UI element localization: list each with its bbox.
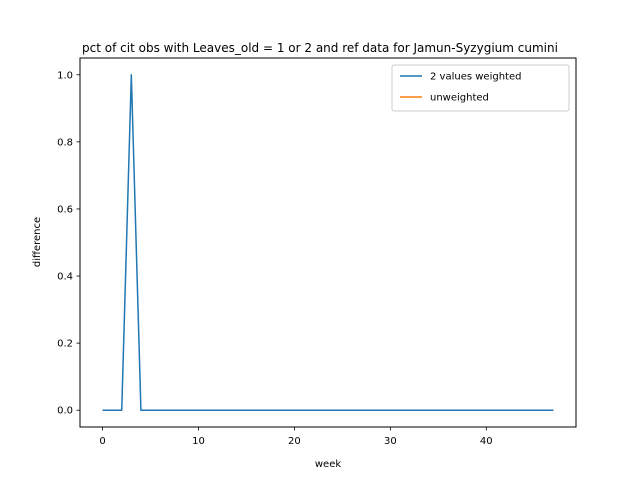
- y-tick-label: 0.0: [57, 406, 73, 417]
- axes-frame: [79, 57, 577, 428]
- y-tick-label: 0.4: [57, 272, 73, 283]
- y-tick-label: 0.8: [57, 137, 73, 148]
- x-tick-label: 20: [288, 436, 301, 447]
- plot-area: [102, 74, 554, 411]
- legend: 2 values weighted unweighted: [391, 64, 570, 112]
- legend-label: unweighted: [430, 93, 489, 104]
- y-tick-label: 1.0: [57, 70, 73, 81]
- chart-title: pct of cit obs with Leaves_old = 1 or 2 …: [82, 41, 558, 55]
- x-tick-label: 10: [192, 436, 205, 447]
- legend-label: 2 values weighted: [430, 72, 521, 83]
- y-axis: 0.0 0.2 0.4 0.6 0.8 1.0: [57, 70, 80, 417]
- x-tick-label: 40: [480, 436, 493, 447]
- x-axis: 0 10 20 30 40: [99, 427, 493, 447]
- x-tick-label: 0: [99, 436, 105, 447]
- legend-box: [391, 64, 570, 112]
- y-tick-label: 0.6: [57, 204, 73, 215]
- y-tick-label: 0.2: [57, 339, 73, 350]
- x-axis-label: week: [315, 459, 341, 470]
- series-line-0: [102, 74, 554, 411]
- y-axis-label: difference: [32, 217, 43, 267]
- x-tick-label: 30: [384, 436, 397, 447]
